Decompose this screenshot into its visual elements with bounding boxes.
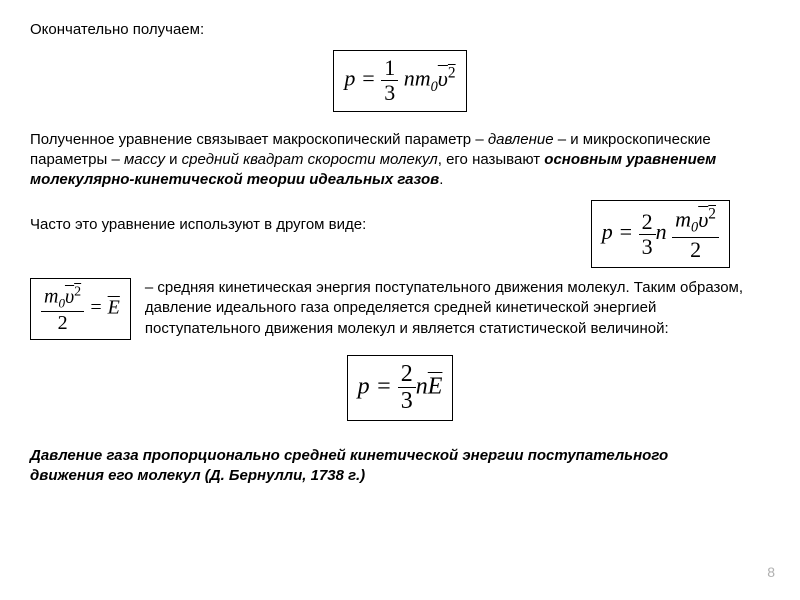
eq1-equals: = [361,66,381,91]
equation-4-row: p = 2 3 nE [30,355,770,421]
eq3-eq: = [84,297,108,319]
eq3-v: υ [65,286,74,308]
equation-1: p = 1 3 nm0υ2 [333,50,466,111]
eq2-n: n [656,219,667,244]
eq2-v2: υ2 [698,207,716,232]
eq3-bot: 2 [41,312,84,334]
eq2-f1n: 2 [639,210,656,235]
eq4-fn: 2 [398,361,416,388]
eq3-frac: m0υ2 2 [41,284,84,334]
eq4-E: E [428,373,443,399]
eq2-v: υ [698,207,708,232]
eq4-frac: 2 3 [398,361,416,415]
paragraph-3: – средняя кинетическая энергия поступате… [145,278,770,339]
eq2-vsup: 2 [708,205,716,222]
p2-g: , его называют [438,151,545,168]
intro-line: Окончательно получаем: [30,20,770,40]
p2-f: средний квадрат скорости молекул [182,151,438,168]
p2-d: массу [124,151,165,168]
eq1-den: 3 [381,81,398,105]
eq3-v2: υ2 [65,286,81,308]
paragraph-2: Полученное уравнение связывает макроскоп… [30,130,770,191]
equation-4: p = 2 3 nE [347,355,454,421]
eq4-lhs: p [358,373,370,399]
eq1-sub0: 0 [431,79,438,95]
eq2-f1d: 3 [639,235,656,259]
equation-1-row: p = 1 3 nm0υ2 [30,50,770,111]
eq1-v2: υ2 [438,66,456,91]
eq2-f2n: m0υ2 [672,206,719,237]
eq1-lhs: p [344,66,355,91]
p2-i: . [439,171,443,188]
eq3-E: E [108,297,120,319]
eq1-num: 1 [381,56,398,81]
conclusion: Давление газа пропорционально средней ки… [30,446,711,487]
eq2-m: m [675,207,691,232]
eq2-lhs: p [602,219,613,244]
eq1-v: υ [438,66,448,91]
eq4-fd: 3 [398,388,416,414]
eq1-frac: 1 3 [381,56,398,105]
page-number: 8 [767,563,775,582]
p2-e: и [165,151,182,168]
eq2-f1: 2 3 [639,210,656,259]
p2-a: Полученное уравнение связывает макроскоп… [30,131,488,148]
alt-form-row: Часто это уравнение используют в другом … [30,200,770,268]
eq2-f2d: 2 [672,238,719,262]
alt-form-text: Часто это уравнение используют в другом … [30,200,576,235]
equation-3: m0υ2 2 = E [30,278,131,340]
energy-def-row: m0υ2 2 = E – средняя кинетическая энерги… [30,278,770,340]
eq3-vsup: 2 [74,284,81,299]
eq4-n: n [416,373,428,399]
eq1-nm: nm [404,66,431,91]
eq3-top: m0υ2 [41,284,84,312]
eq1-v2sup: 2 [448,65,456,82]
equation-2: p = 2 3 n m0υ2 2 [591,200,730,268]
eq2-f2: m0υ2 2 [672,206,719,262]
p2-b: давление [488,131,554,148]
eq3-m: m [44,286,58,308]
